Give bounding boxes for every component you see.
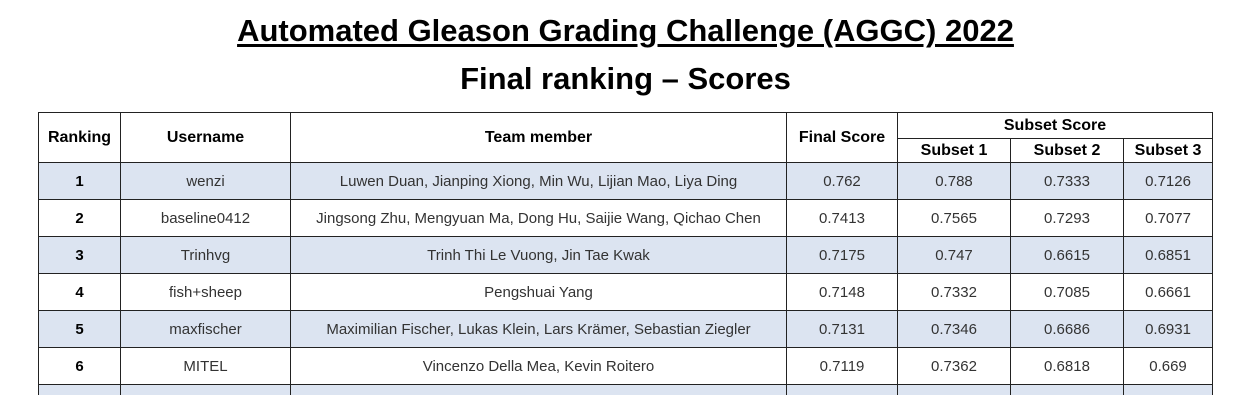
cell-ranking: 3 (38, 236, 121, 274)
cell-team: Luwen Duan, Jianping Xiong, Min Wu, Liji… (290, 162, 787, 200)
cell-subset-3: 0.7077 (1122, 199, 1214, 237)
cell-team: Jingsong Zhu, Mengyuan Ma, Dong Hu, Saij… (290, 199, 787, 237)
cell-username: baseline0412 (120, 199, 291, 237)
cell-team: Maximilian Fischer, Lukas Klein, Lars Kr… (290, 310, 787, 348)
cell-username: MITEL (120, 347, 291, 385)
cell-final-score: 0.762 (786, 162, 898, 200)
cell-subset-1: 0.747 (897, 236, 1011, 274)
cell-ranking: 4 (38, 273, 121, 311)
table-row: 2 baseline0412 Jingsong Zhu, Mengyuan Ma… (38, 199, 1214, 237)
header-username: Username (120, 112, 291, 163)
cell-subset-2: 0.6686 (1010, 310, 1124, 348)
cell-team: Pengshuai Yang (290, 273, 787, 311)
cell-subset-3: 0.7126 (1122, 162, 1214, 200)
cell-subset-1: 0.7332 (897, 273, 1011, 311)
cell-team: Trinh Thi Le Vuong, Jin Tae Kwak (290, 236, 787, 274)
subheader-row: Subset 1 Subset 2 Subset 3 (39, 138, 1214, 163)
cell-team: Vincenzo Della Mea, Kevin Roitero (290, 347, 787, 385)
cell-subset-1: 0.7362 (897, 347, 1011, 385)
table-row: 1 wenzi Luwen Duan, Jianping Xiong, Min … (38, 162, 1214, 200)
cell-subset-3: 0.6661 (1122, 273, 1214, 311)
cell-final-score: 0.7148 (786, 273, 898, 311)
cell-final-score: 0.7119 (786, 347, 898, 385)
header-subset-3: Subset 3 (1122, 138, 1214, 163)
cell-subset-1: 0.7565 (897, 199, 1011, 237)
cell-ranking: 2 (38, 199, 121, 237)
cell-final-score: 0.7131 (786, 310, 898, 348)
cell-subset-2: 0.6615 (1010, 236, 1124, 274)
page-title: Automated Gleason Grading Challenge (AGG… (237, 13, 1014, 48)
header-final-score: Final Score (786, 112, 898, 163)
cell-username: fish+sheep (120, 273, 291, 311)
cell-username: wenzi (120, 162, 291, 200)
cell-ranking: 6 (38, 347, 121, 385)
cell-subset-2: 0.7293 (1010, 199, 1124, 237)
cell-subset-1: 0.7346 (897, 310, 1011, 348)
cell-subset-3: 0.6851 (1122, 236, 1214, 274)
table-row-partial (38, 384, 1214, 395)
cell-subset-3: 0.669 (1122, 347, 1214, 385)
header-subset-1: Subset 1 (897, 138, 1011, 163)
cell-subset-2: 0.7333 (1010, 162, 1124, 200)
table-row: 5 maxfischer Maximilian Fischer, Lukas K… (38, 310, 1214, 348)
table-row: 6 MITEL Vincenzo Della Mea, Kevin Roiter… (38, 347, 1214, 385)
cell-subset-1: 0.788 (897, 162, 1011, 200)
cell-ranking: 1 (38, 162, 121, 200)
table-row: 3 Trinhvg Trinh Thi Le Vuong, Jin Tae Kw… (38, 236, 1214, 274)
header-ranking: Ranking (38, 112, 121, 163)
cell-final-score: 0.7175 (786, 236, 898, 274)
header-team-member: Team member (290, 112, 787, 163)
page-subtitle: Final ranking – Scores (460, 61, 791, 96)
header-row: Ranking Username Team member Final Score… (38, 112, 1214, 163)
header-subset-2: Subset 2 (1010, 138, 1124, 163)
cell-subset-3: 0.6931 (1122, 310, 1214, 348)
cell-username: Trinhvg (120, 236, 291, 274)
ranking-table: Ranking Username Team member Final Score… (38, 112, 1214, 395)
header-subset-score: Subset Score (896, 112, 1214, 139)
cell-subset-2: 0.7085 (1010, 273, 1124, 311)
cell-subset-2: 0.6818 (1010, 347, 1124, 385)
cell-ranking: 5 (38, 310, 121, 348)
table-row: 4 fish+sheep Pengshuai Yang 0.7148 0.733… (38, 273, 1214, 311)
cell-username: maxfischer (120, 310, 291, 348)
cell-final-score: 0.7413 (786, 199, 898, 237)
